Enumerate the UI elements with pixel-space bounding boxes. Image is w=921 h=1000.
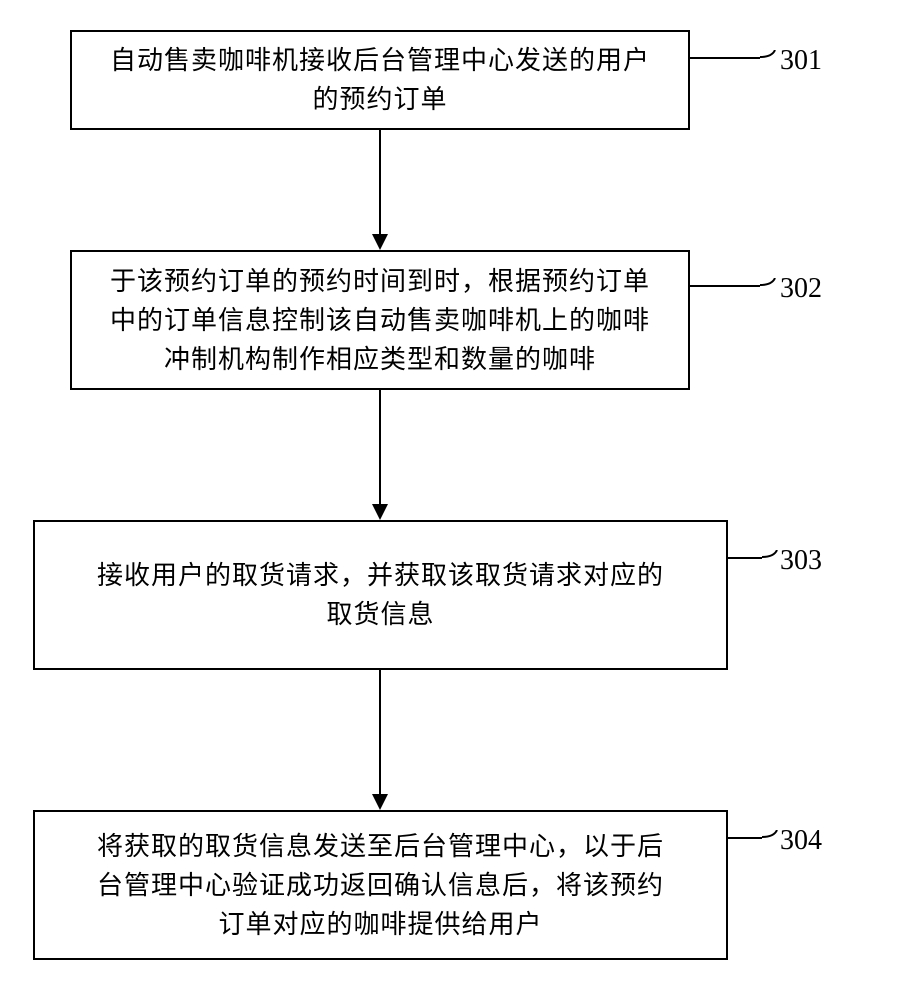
node-text: 自动售卖咖啡机接收后台管理中心发送的用户的预约订单 xyxy=(110,41,650,119)
leader-line xyxy=(690,57,760,59)
flowchart-node: 将获取的取货信息发送至后台管理中心，以于后台管理中心验证成功返回确认信息后，将该… xyxy=(33,810,728,960)
leader-curve xyxy=(760,278,780,287)
node-text: 于该预约订单的预约时间到时，根据预约订单中的订单信息控制该自动售卖咖啡机上的咖啡… xyxy=(110,262,650,379)
arrow-head-icon xyxy=(372,504,388,520)
flowchart-container: 自动售卖咖啡机接收后台管理中心发送的用户的预约订单 301 于该预约订单的预约时间到… xyxy=(0,0,921,1000)
flowchart-node: 自动售卖咖啡机接收后台管理中心发送的用户的预约订单 xyxy=(70,30,690,130)
arrow-head-icon xyxy=(372,234,388,250)
edge-line xyxy=(379,390,381,504)
leader-curve xyxy=(762,830,782,839)
node-label: 303 xyxy=(780,545,822,577)
leader-curve xyxy=(762,550,782,559)
node-label: 301 xyxy=(780,45,822,77)
node-text: 接收用户的取货请求，并获取该取货请求对应的取货信息 xyxy=(97,556,664,634)
edge-line xyxy=(379,670,381,794)
node-label: 304 xyxy=(780,825,822,857)
leader-line xyxy=(728,557,762,559)
flowchart-node: 接收用户的取货请求，并获取该取货请求对应的取货信息 xyxy=(33,520,728,670)
leader-curve xyxy=(760,50,780,59)
node-label: 302 xyxy=(780,273,822,305)
flowchart-node: 于该预约订单的预约时间到时，根据预约订单中的订单信息控制该自动售卖咖啡机上的咖啡… xyxy=(70,250,690,390)
edge-line xyxy=(379,130,381,234)
node-text: 将获取的取货信息发送至后台管理中心，以于后台管理中心验证成功返回确认信息后，将该… xyxy=(97,827,664,944)
arrow-head-icon xyxy=(372,794,388,810)
leader-line xyxy=(728,837,762,839)
leader-line xyxy=(690,285,760,287)
